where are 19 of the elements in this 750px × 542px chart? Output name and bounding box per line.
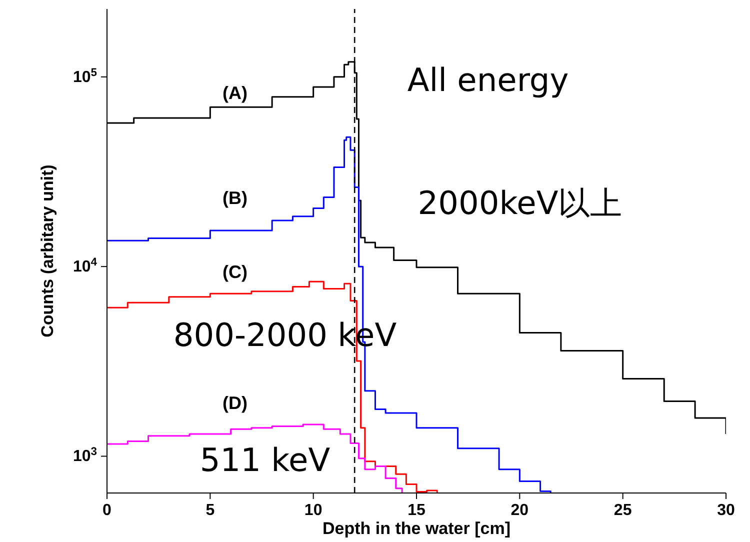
x-tick-label: 15	[408, 502, 426, 519]
annotation: (A)	[222, 83, 248, 103]
x-tick-label: 20	[510, 502, 529, 519]
x-tick-label: 0	[102, 502, 112, 519]
annotation: All energy	[407, 61, 569, 99]
x-tick-label: 10	[304, 502, 322, 519]
x-tick-label: 5	[206, 502, 215, 519]
annotation: (D)	[222, 393, 248, 413]
y-tick-label: 10$^{4}$	[72, 256, 98, 276]
y-tick-label: 10$^{5}$	[72, 66, 97, 86]
x-axis-title: Depth in the water [cm]	[322, 519, 510, 538]
annotation: 2000keV以上	[418, 184, 622, 222]
x-tick-label: 25	[614, 502, 632, 519]
y-tick-label: 10$^{3}$	[72, 446, 97, 466]
annotation: (B)	[222, 188, 248, 208]
annotation: (C)	[222, 262, 248, 282]
y-axis-title: Counts (arbitary unit)	[38, 164, 58, 338]
annotation: 511 keV	[200, 441, 330, 479]
x-tick-label: 30	[717, 502, 735, 519]
